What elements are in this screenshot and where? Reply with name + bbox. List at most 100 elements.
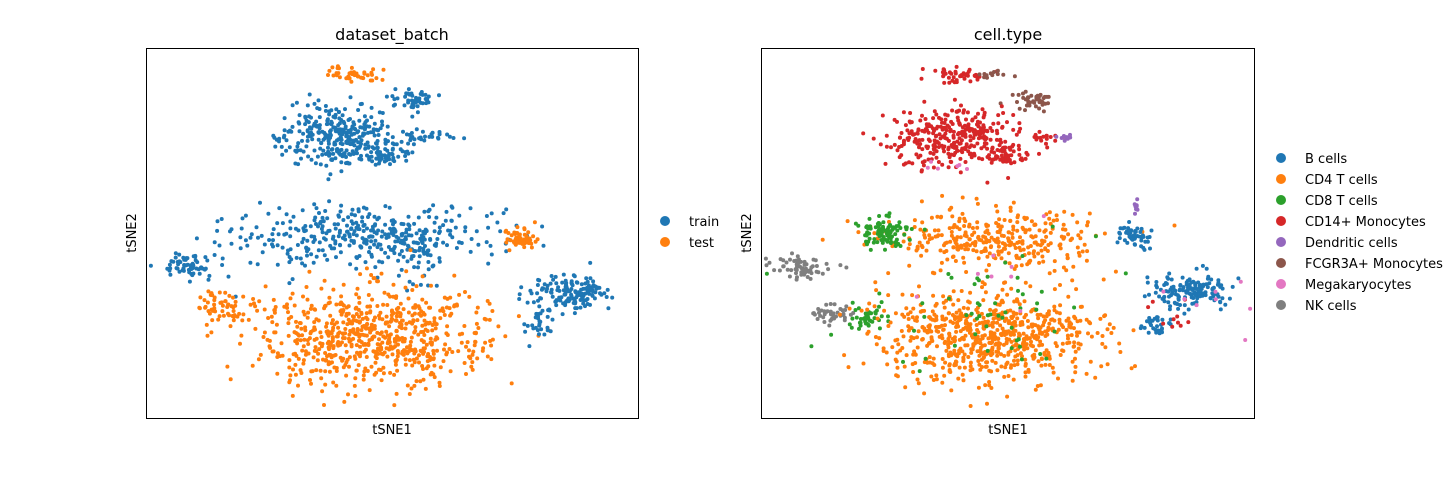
data-point <box>371 130 376 135</box>
data-point <box>333 127 338 132</box>
data-point <box>379 271 384 276</box>
data-point <box>1011 142 1016 147</box>
data-point <box>904 306 909 311</box>
data-point <box>255 262 260 267</box>
data-point <box>1002 374 1007 379</box>
data-point <box>907 237 912 242</box>
data-point <box>941 74 946 79</box>
data-point <box>1113 269 1118 274</box>
data-point <box>1017 152 1022 157</box>
data-point <box>895 350 900 355</box>
data-point <box>398 301 403 306</box>
data-point <box>1190 288 1195 292</box>
data-point <box>1061 134 1066 138</box>
data-point <box>965 110 970 115</box>
data-point <box>960 335 965 340</box>
data-point <box>331 380 336 385</box>
data-point <box>1009 325 1014 330</box>
data-point <box>256 235 260 240</box>
data-point <box>957 108 962 113</box>
data-point <box>231 318 236 323</box>
data-point <box>423 386 428 391</box>
data-point <box>989 235 994 240</box>
data-point <box>1076 341 1081 346</box>
data-point <box>554 298 559 303</box>
data-point <box>406 141 411 146</box>
data-point <box>1067 340 1072 345</box>
data-point <box>1047 326 1052 331</box>
data-point <box>991 316 996 321</box>
data-point <box>470 352 475 357</box>
data-point <box>339 294 344 299</box>
data-point <box>942 149 946 154</box>
data-point <box>418 245 422 250</box>
data-point <box>374 356 379 361</box>
data-point <box>522 245 527 250</box>
data-point <box>950 108 955 113</box>
data-point <box>1160 330 1164 335</box>
data-point <box>946 75 951 80</box>
data-point <box>946 296 951 301</box>
data-point <box>996 244 1001 249</box>
data-point <box>872 231 877 236</box>
data-point <box>227 293 232 298</box>
data-point <box>383 250 388 255</box>
data-point <box>1173 301 1178 306</box>
data-point <box>960 133 965 138</box>
data-point <box>938 215 943 220</box>
data-point <box>931 131 936 136</box>
data-point <box>402 349 407 354</box>
data-point <box>901 359 905 364</box>
data-point <box>323 358 328 363</box>
data-point <box>1038 339 1043 344</box>
data-point <box>926 130 931 135</box>
data-point <box>893 232 898 237</box>
data-point <box>1095 331 1100 335</box>
data-point <box>1044 356 1049 361</box>
data-point <box>354 266 359 271</box>
data-point <box>936 228 941 233</box>
data-point <box>1211 285 1216 290</box>
data-point <box>525 300 530 305</box>
data-point <box>1076 250 1081 255</box>
data-point <box>961 255 966 260</box>
data-point <box>430 323 435 327</box>
data-point <box>975 316 979 321</box>
data-point <box>405 259 410 264</box>
data-point <box>1082 242 1087 247</box>
data-point <box>1175 314 1180 319</box>
data-point <box>444 352 449 357</box>
data-point <box>359 101 364 106</box>
data-point <box>1052 304 1057 309</box>
data-point <box>312 337 317 342</box>
data-point <box>301 236 306 241</box>
data-point <box>885 362 890 367</box>
data-point <box>1075 319 1080 324</box>
data-point <box>286 248 290 253</box>
data-point <box>373 238 378 243</box>
data-point <box>935 214 940 219</box>
data-point <box>1166 300 1171 305</box>
data-point <box>373 265 378 270</box>
data-point <box>309 303 314 308</box>
data-point <box>362 114 367 119</box>
data-point <box>365 369 370 373</box>
data-point <box>886 214 891 219</box>
data-point <box>1000 156 1005 161</box>
data-point <box>954 310 959 315</box>
data-point <box>1021 331 1026 336</box>
data-point <box>573 290 578 295</box>
data-point <box>914 294 919 299</box>
data-point <box>987 238 992 243</box>
data-point <box>296 120 301 125</box>
data-point <box>356 108 361 112</box>
data-point <box>316 98 321 103</box>
data-point <box>824 302 829 307</box>
data-point <box>1005 360 1010 365</box>
data-point <box>910 161 915 166</box>
data-point <box>182 263 187 267</box>
data-point <box>961 305 966 310</box>
data-point <box>237 311 242 316</box>
data-point <box>405 383 410 388</box>
legend-label: train <box>689 215 719 230</box>
